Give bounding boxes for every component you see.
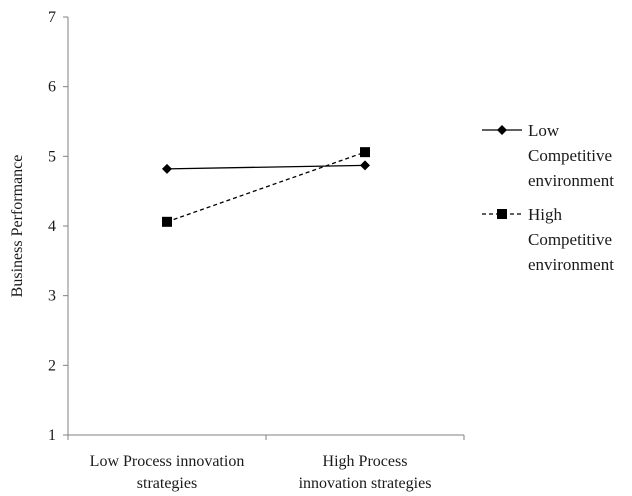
x-tick-label: Low Process innovation strategies [90,453,245,492]
y-tick-label: 1 [48,427,56,444]
y-tick-label: 7 [48,9,56,26]
y-tick-label: 3 [48,288,56,305]
data-point-series-2 [162,216,172,227]
x-tick-label: High Process innovation strategies [299,453,432,492]
data-point-series-1 [162,163,172,174]
legend-marker [497,125,507,135]
legend-marker [497,209,507,219]
y-tick-label: 6 [48,79,56,96]
plot-area: 1 2 3 4 5 6 7 Low Process innovation strategies H… [9,9,465,492]
series-line-1 [166,164,366,170]
legend-label: High Competitive environment [528,205,614,274]
legend: Low Competitive environment High Competitive… [482,121,614,274]
y-axis-title: Business Performance [9,155,26,298]
y-tick-label: 2 [48,357,56,374]
legend-label: Low Competitive environment [528,121,614,190]
series-line-2 [166,151,366,223]
y-tick-label: 4 [48,218,56,235]
data-point-series-1 [360,160,370,171]
y-tick-label: 5 [48,148,56,165]
data-point-series-2 [360,147,370,158]
